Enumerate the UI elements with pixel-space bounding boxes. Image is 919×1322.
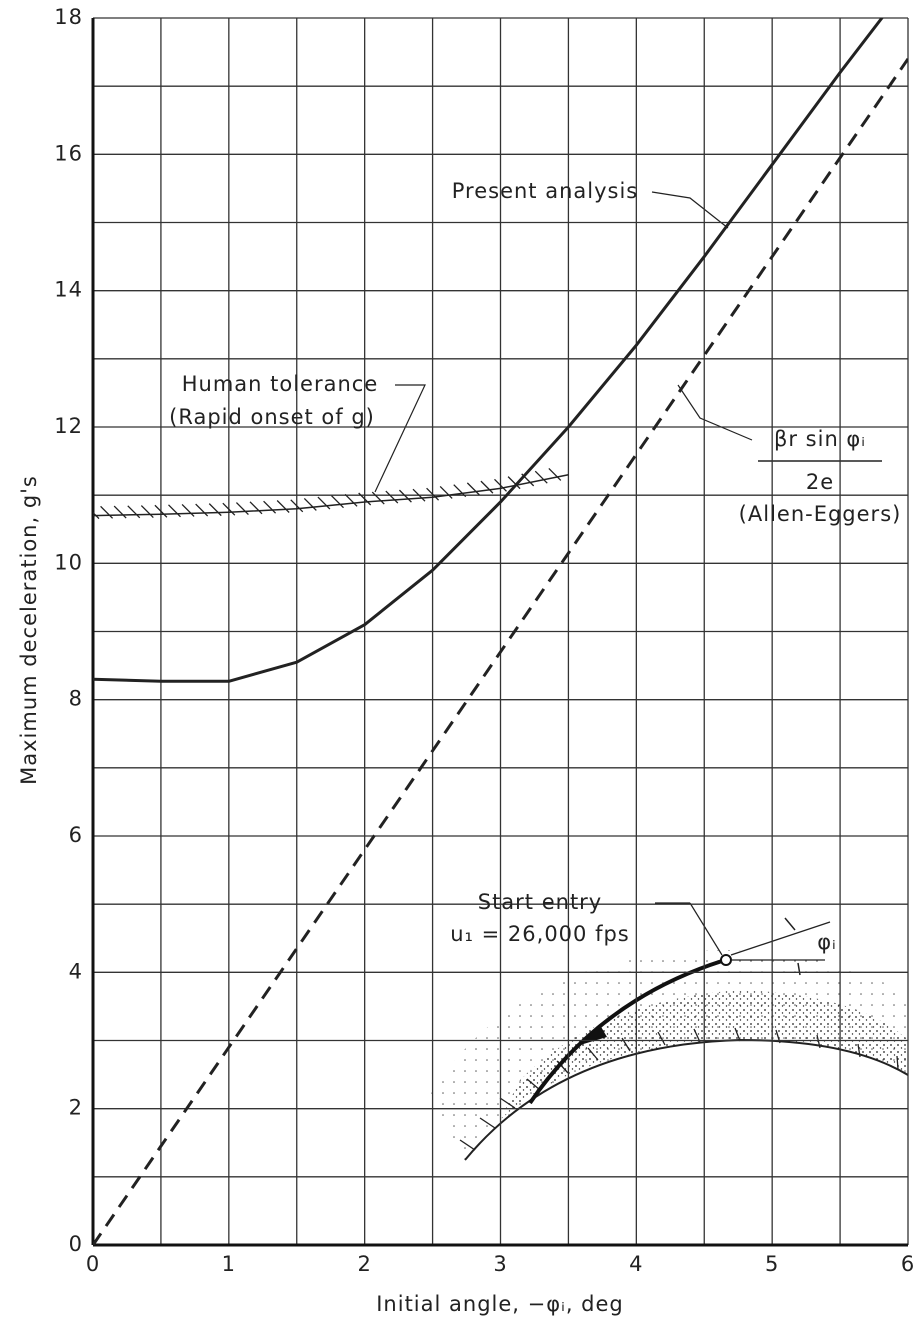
- y-tick-label: 10: [54, 550, 83, 574]
- hatch: [93, 467, 562, 520]
- annotation: βr sin φᵢ: [774, 427, 866, 451]
- x-tick-label: 6: [901, 1252, 915, 1276]
- annotation: (Rapid onset of g): [169, 405, 375, 429]
- y-tick-label: 0: [69, 1232, 83, 1256]
- series-line: [93, 58, 908, 1245]
- plot-area: [93, 18, 908, 1245]
- leader-lines: [374, 191, 882, 493]
- annotation: Start entry: [478, 890, 603, 914]
- x-tick-label: 4: [629, 1252, 643, 1276]
- x-tick-label: 2: [357, 1252, 371, 1276]
- y-tick-label: 8: [69, 687, 83, 711]
- y-tick-label: 6: [69, 823, 83, 847]
- x-tick-label: 5: [765, 1252, 779, 1276]
- y-tick-label: 12: [54, 414, 83, 438]
- annotation: φᵢ: [817, 930, 837, 954]
- series-label: Human tolerance: [182, 372, 379, 396]
- y-tick-label: 2: [69, 1096, 83, 1120]
- x-axis-label: Initial angle, −φᵢ, deg: [376, 1292, 624, 1316]
- annotation: (Allen-Eggers): [739, 502, 902, 526]
- annotation: 2e: [806, 470, 834, 494]
- x-tick-label: 1: [222, 1252, 236, 1276]
- annotation: u₁ = 26,000 fps: [450, 922, 630, 946]
- y-tick-label: 4: [69, 959, 83, 983]
- series-label: Present analysis: [452, 179, 639, 203]
- series-line: [93, 18, 884, 683]
- x-tick-label: 0: [86, 1252, 100, 1276]
- y-axis-label: Maximum deceleration, g's: [17, 475, 41, 785]
- y-tick-label: 14: [54, 278, 83, 302]
- y-tick-label: 16: [54, 141, 83, 165]
- y-tick-label: 18: [54, 5, 83, 29]
- x-tick-label: 3: [493, 1252, 507, 1276]
